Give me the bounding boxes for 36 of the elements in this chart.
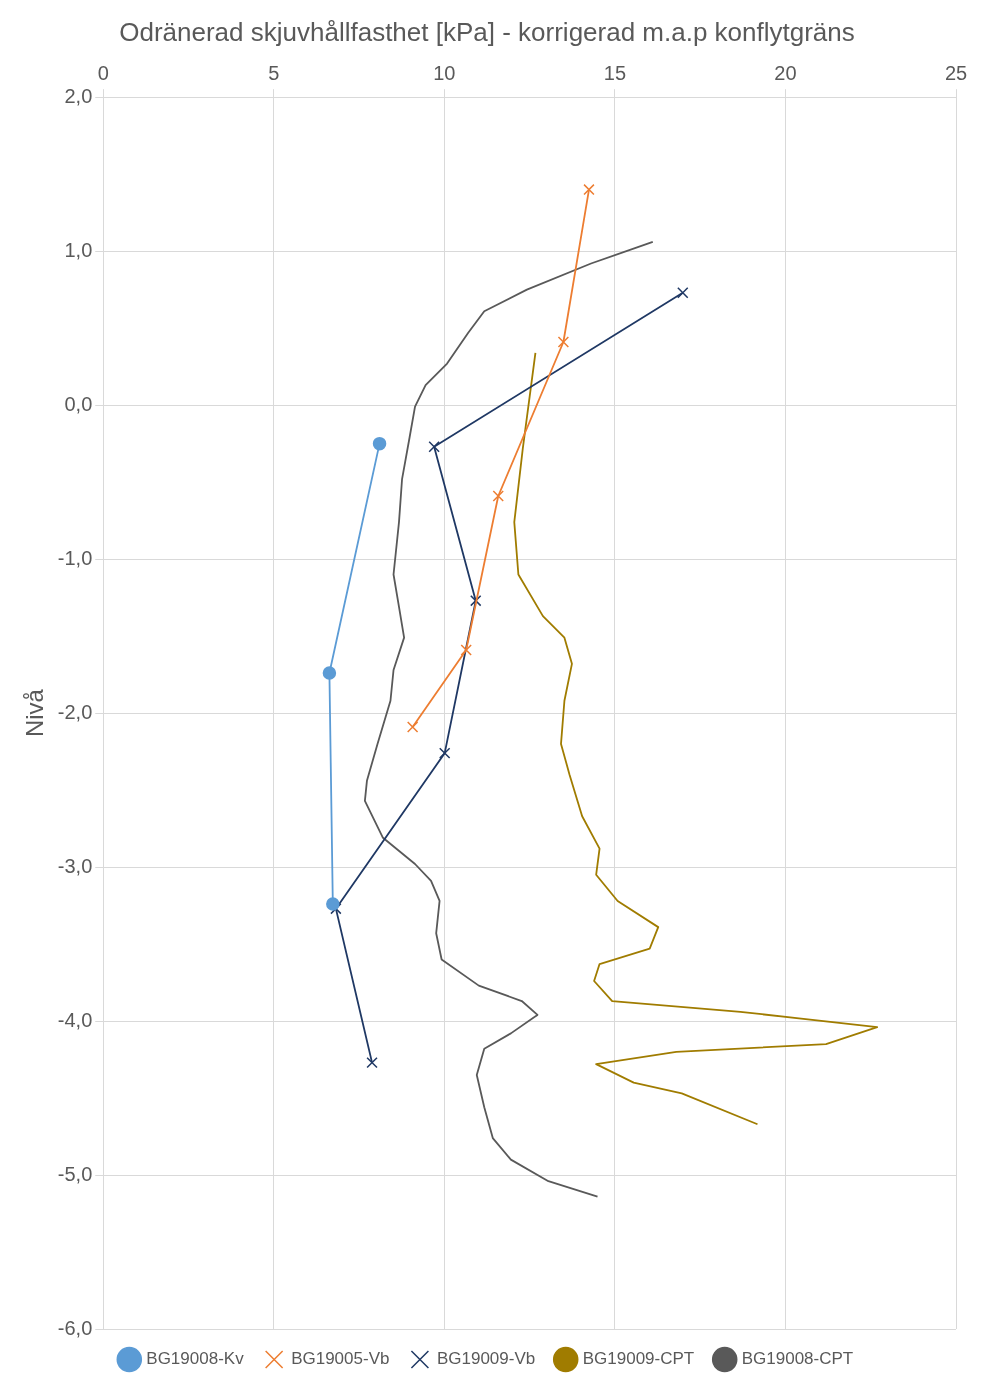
point [439, 747, 451, 759]
y-axis-title: Nivå [21, 688, 49, 738]
point [428, 441, 440, 453]
point [460, 644, 472, 656]
point [366, 1056, 378, 1069]
y-tick-label: -1,0 [57, 546, 93, 569]
legend-label: BG19009-CPT [582, 1349, 695, 1369]
legend-label: BG19008-Kv [146, 1349, 245, 1369]
legend-label: BG19005-Vb [291, 1349, 390, 1369]
point [677, 287, 689, 299]
point [372, 436, 387, 451]
y-tick-label: 2,0 [64, 84, 93, 107]
point [322, 666, 337, 680]
point [406, 721, 419, 733]
y-tick-label: -4,0 [57, 1008, 93, 1031]
x-tick-label: 25 [944, 61, 968, 84]
x-tick-label: 20 [774, 61, 797, 84]
y-tick-label: 0,0 [64, 392, 93, 415]
point [470, 595, 482, 607]
x-tick-label: 15 [603, 61, 627, 84]
x-tick-label: 5 [268, 61, 280, 84]
x-tick-label: 0 [97, 61, 109, 84]
point [557, 336, 570, 348]
legend-label: BG19008-CPT [741, 1349, 854, 1369]
y-tick-label: 1,0 [64, 238, 93, 261]
x-tick-label: 10 [433, 61, 456, 84]
point [492, 490, 504, 502]
chart-title: Odränerad skjuvhållfasthet [kPa] - korrigerad m.a.p konflytgräns [119, 16, 855, 47]
legend-label: BG19009-Vb [436, 1349, 536, 1369]
point [583, 183, 595, 196]
y-tick-label: -6,0 [57, 1316, 93, 1339]
y-tick-label: -5,0 [57, 1162, 93, 1185]
point [326, 897, 340, 911]
y-tick-label: -2,0 [57, 700, 93, 723]
point [330, 902, 342, 915]
y-tick-label: -3,0 [57, 854, 93, 877]
